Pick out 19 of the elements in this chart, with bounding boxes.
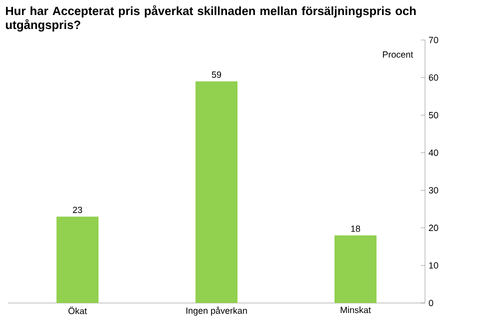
y-tick-label: 30 (428, 187, 438, 194)
y-tick-label: 0 (428, 300, 434, 306)
data-label: 23 (72, 206, 82, 214)
x-tick-label: Ingen påverkan (186, 306, 247, 316)
y-tick-label: 40 (428, 150, 438, 156)
y-tick-label: 60 (428, 74, 438, 81)
data-label: 18 (351, 226, 360, 232)
y-tick-label: 10 (429, 262, 438, 269)
x-tick-label: Minskat (340, 306, 371, 314)
chart-title: Hur har Accepterat pris påverkat skillnaden mellan försäljningspris och utgångspris? (6, 5, 416, 32)
bar (196, 81, 238, 303)
bar (334, 235, 377, 303)
y-axis-title: Procent (382, 51, 414, 58)
y-tick-label: 50 (428, 112, 438, 118)
data-label: 59 (212, 71, 222, 78)
y-tick-label: 70 (428, 36, 438, 44)
bar (56, 216, 99, 303)
x-tick-label: Ökat (68, 306, 87, 314)
y-tick-label: 20 (428, 224, 438, 232)
